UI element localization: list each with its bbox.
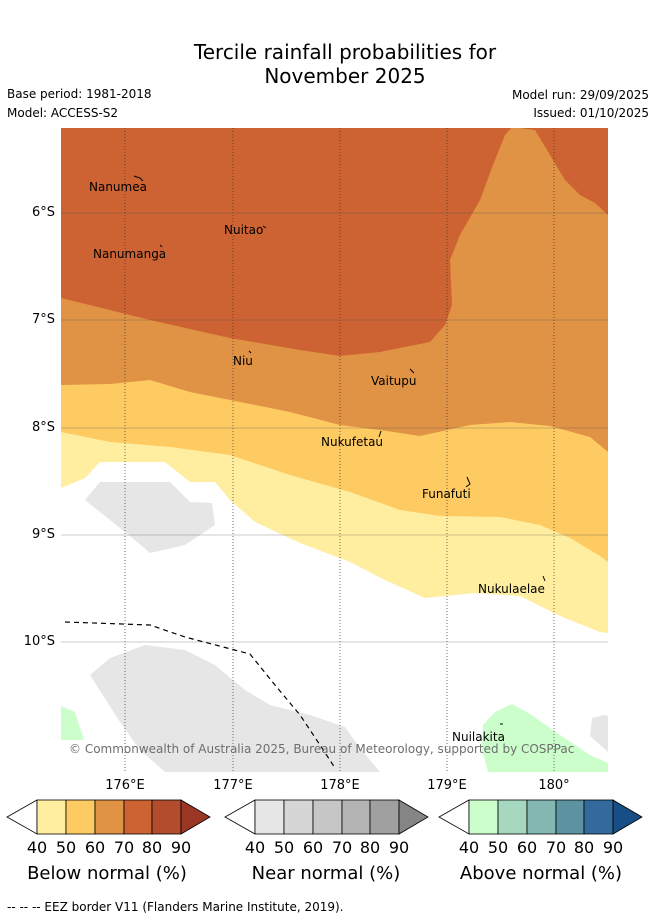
below-swatch-50 bbox=[65, 799, 96, 835]
near-swatch-90 bbox=[398, 799, 429, 835]
above-tick-60: 60 bbox=[516, 838, 538, 857]
nuitao-outline bbox=[262, 225, 267, 229]
above-40-patch-east bbox=[482, 704, 608, 772]
above-tick-80: 80 bbox=[573, 838, 595, 857]
nanumea-outline bbox=[133, 175, 144, 182]
near-swatch-70 bbox=[341, 799, 371, 835]
island-label-nukulaelae: Nukulaelae bbox=[478, 582, 545, 596]
nanumanga-outline bbox=[159, 244, 163, 248]
map-title: Tercile rainfall probabilities for Novem… bbox=[0, 40, 655, 88]
island-label-nanumanga: Nanumanga bbox=[93, 247, 167, 261]
island-label-nanumea: Nanumea bbox=[89, 180, 147, 194]
below-tick-80: 80 bbox=[141, 838, 163, 857]
near-tick-90: 90 bbox=[388, 838, 410, 857]
longitude-gridlines bbox=[124, 128, 555, 772]
near-40-patch-south bbox=[90, 645, 380, 772]
below-tick-70: 70 bbox=[113, 838, 135, 857]
above-tick-90: 90 bbox=[602, 838, 624, 857]
above-swatch-90 bbox=[612, 799, 643, 835]
lat-label-10s: 10°S bbox=[23, 634, 55, 649]
island-label-niu: Niu bbox=[233, 354, 253, 368]
below-swatch-70 bbox=[123, 799, 153, 835]
near-swatch-40 bbox=[254, 799, 285, 835]
above-swatch-50 bbox=[497, 799, 528, 835]
lon-label-180: 180° bbox=[538, 778, 570, 793]
lat-label-9s: 9°S bbox=[31, 527, 55, 542]
above-tick-40: 40 bbox=[458, 838, 480, 857]
near-40-patch-east bbox=[590, 715, 608, 752]
below-tick-60: 60 bbox=[84, 838, 106, 857]
copyright-notice: © Commonwealth of Australia 2025, Bureau… bbox=[69, 742, 575, 756]
near-normal-title: Near normal (%) bbox=[251, 863, 401, 884]
lon-label-177e: 177°E bbox=[213, 778, 253, 793]
island-label-nuitao: Nuitao bbox=[224, 223, 264, 237]
lat-label-8s: 8°S bbox=[31, 420, 55, 435]
issued-date: Issued: 01/10/2025 bbox=[533, 106, 649, 120]
below-swatch-40 bbox=[36, 799, 67, 835]
island-label-funafuti: Funafuti bbox=[422, 487, 471, 501]
near-swatch-60 bbox=[312, 799, 343, 835]
above-tick-50: 50 bbox=[487, 838, 509, 857]
lon-label-178e: 178°E bbox=[320, 778, 360, 793]
model-name: Model: ACCESS-S2 bbox=[7, 106, 119, 120]
near-tick-40: 40 bbox=[244, 838, 266, 857]
above-40-patch-west bbox=[61, 706, 84, 740]
latitude-gridlines bbox=[61, 212, 608, 643]
title-line-1: Tercile rainfall probabilities for bbox=[193, 40, 497, 64]
island-label-vaitupu: Vaitupu bbox=[371, 374, 417, 388]
above-swatch-60 bbox=[526, 799, 557, 835]
above-swatch-80 bbox=[583, 799, 614, 835]
above-swatch-70 bbox=[555, 799, 585, 835]
island-label-nuilakita: Nuilakita bbox=[452, 730, 505, 744]
colorbar-below bbox=[6, 799, 211, 835]
vaitupu-outline bbox=[409, 368, 415, 374]
colorbar-near bbox=[224, 799, 429, 835]
base-period: Base period: 1981-2018 bbox=[7, 87, 152, 101]
below-swatch-80 bbox=[151, 799, 182, 835]
above-swatch-40 bbox=[468, 799, 499, 835]
nukufetau-outline bbox=[378, 430, 382, 438]
near-tick-60: 60 bbox=[302, 838, 324, 857]
title-line-2: November 2025 bbox=[264, 64, 426, 88]
above-tick-70: 70 bbox=[545, 838, 567, 857]
below-tick-50: 50 bbox=[55, 838, 77, 857]
below-tick-90: 90 bbox=[170, 838, 192, 857]
lon-label-179e: 179°E bbox=[427, 778, 467, 793]
eez-border-line bbox=[64, 621, 336, 769]
near-tick-50: 50 bbox=[273, 838, 295, 857]
eez-border-note: -- -- -- EEZ border V11 (Flanders Marine… bbox=[7, 900, 344, 914]
below-normal-title: Below normal (%) bbox=[27, 863, 187, 884]
colorbar-above bbox=[438, 799, 643, 835]
near-swatch-50 bbox=[283, 799, 314, 835]
near-swatch-80 bbox=[369, 799, 400, 835]
below-swatch-90 bbox=[180, 799, 211, 835]
lat-label-7s: 7°S bbox=[31, 312, 55, 327]
island-outlines bbox=[133, 175, 546, 725]
below-tick-40: 40 bbox=[26, 838, 48, 857]
lat-label-6s: 6°S bbox=[31, 205, 55, 220]
near-tick-80: 80 bbox=[359, 838, 381, 857]
above-normal-title: Above normal (%) bbox=[459, 863, 623, 884]
island-label-nukufetau: Nukufetau bbox=[321, 435, 384, 449]
funafuti-outline bbox=[465, 476, 471, 488]
niu-outline bbox=[248, 350, 252, 354]
lon-label-176e: 176°E bbox=[105, 778, 145, 793]
near-tick-70: 70 bbox=[331, 838, 353, 857]
nukulaelae-outline bbox=[542, 575, 546, 582]
below-swatch-60 bbox=[94, 799, 125, 835]
model-run: Model run: 29/09/2025 bbox=[511, 88, 649, 102]
